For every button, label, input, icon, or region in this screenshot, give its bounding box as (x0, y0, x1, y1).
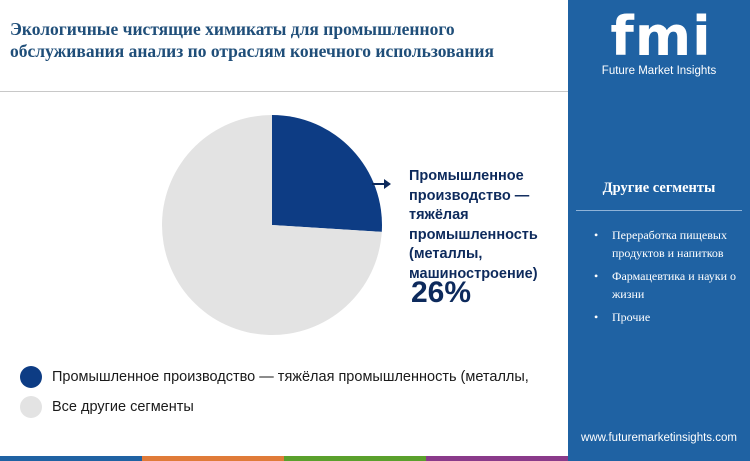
callout-value: 26% (411, 276, 472, 309)
bottom-bar-segment (426, 456, 568, 461)
website-url[interactable]: www.futuremarketinsights.com (581, 432, 737, 444)
sidebar-item-food: Переработка пищевых продуктов и напитков (594, 226, 744, 262)
bottom-bar-segment (0, 456, 142, 461)
pie-chart (161, 115, 382, 335)
sidebar-item-pharma: Фармацевтика и науки о жизни (594, 267, 744, 303)
logo-subtitle: Future Market Insights (601, 65, 717, 77)
pie-slice-others (161, 115, 382, 335)
callout-arrow-icon (372, 179, 391, 189)
legend-label-industrial: Промышленное производство — тяжёлая пром… (52, 369, 529, 385)
bottom-bar-segment (284, 456, 426, 461)
bottom-color-bar (0, 456, 568, 461)
legend-swatch-industrial (20, 366, 42, 388)
legend-swatch-others (20, 396, 42, 418)
legend-item: Промышленное производство — тяжёлая пром… (20, 366, 529, 388)
sidebar-item-other: Прочие (594, 308, 744, 326)
pie-slice-industrial (272, 115, 382, 232)
chart-title: Экологичные чистящие химикаты для промыш… (10, 19, 494, 61)
legend: Промышленное производство — тяжёлая пром… (20, 366, 529, 426)
bottom-bar-segment (142, 456, 284, 461)
sidebar-heading: Другие сегменты (602, 180, 716, 196)
title-divider (0, 91, 568, 92)
sidebar-divider (576, 210, 742, 211)
sidebar: fmi Future Market Insights Другие сегмен… (568, 0, 750, 461)
sidebar-list: Переработка пищевых продуктов и напитков… (594, 226, 744, 331)
fmi-logo: fmi (610, 5, 712, 68)
callout-label: Промышленное производство — тяжёлая пром… (409, 168, 538, 282)
legend-item: Все другие сегменты (20, 396, 529, 418)
legend-label-others: Все другие сегменты (52, 399, 194, 415)
